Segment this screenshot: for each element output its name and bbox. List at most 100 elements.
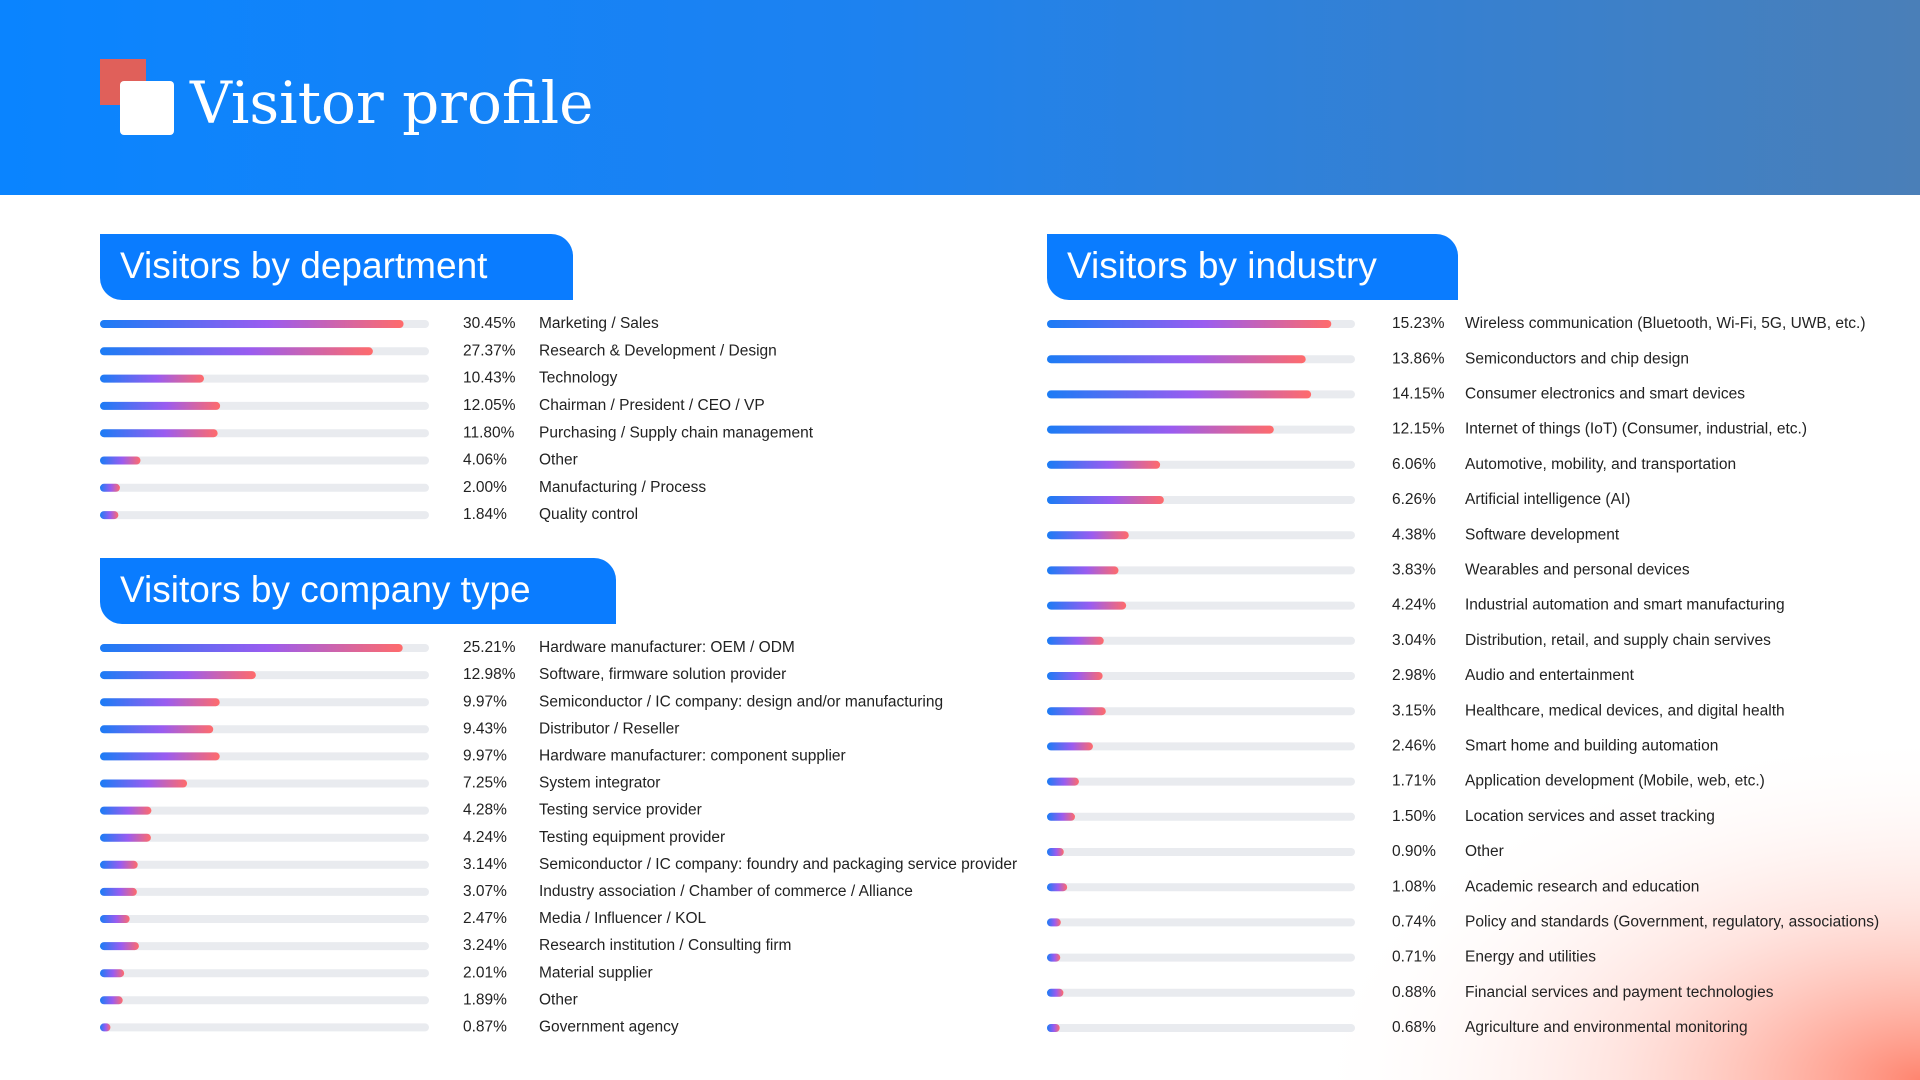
category-label: Chairman / President / CEO / VP <box>539 397 765 414</box>
value-label: 1.89% <box>463 991 507 1008</box>
bar <box>1047 672 1103 680</box>
section-title-box <box>100 234 573 300</box>
logo-front <box>120 81 174 135</box>
category-label: Distribution, retail, and supply chain s… <box>1465 632 1771 649</box>
bar-track <box>1047 848 1355 856</box>
category-label: Other <box>539 452 578 469</box>
value-label: 1.08% <box>1392 878 1436 895</box>
value-label: 4.28% <box>463 802 507 819</box>
bar-track <box>100 483 429 492</box>
value-label: 7.25% <box>463 775 507 792</box>
bar <box>100 779 188 788</box>
category-label: Artificial intelligence (AI) <box>1465 491 1630 508</box>
category-label: Manufacturing / Process <box>539 479 706 496</box>
bar <box>1047 496 1164 504</box>
section-title: Visitors by company type <box>120 569 531 610</box>
section-title-box <box>100 558 616 624</box>
value-label: 3.83% <box>1392 561 1436 578</box>
bar-track <box>100 456 429 465</box>
value-label: 15.23% <box>1392 315 1445 332</box>
category-label: Consumer electronics and smart devices <box>1465 385 1745 402</box>
category-label: Software, firmware solution provider <box>539 666 786 683</box>
value-label: 13.86% <box>1392 350 1445 367</box>
category-label: Automotive, mobility, and transportation <box>1465 456 1736 473</box>
category-label: Government agency <box>539 1018 679 1035</box>
category-label: Other <box>1465 843 1504 860</box>
category-label: Academic research and education <box>1465 878 1699 895</box>
section-title: Visitors by industry <box>1067 245 1377 286</box>
value-label: 14.15% <box>1392 385 1445 402</box>
bar <box>1047 848 1064 856</box>
bar-track <box>100 942 429 951</box>
category-label: Industry association / Chamber of commer… <box>539 883 913 900</box>
category-label: Technology <box>539 370 618 387</box>
value-label: 0.87% <box>463 1018 507 1035</box>
bar-track <box>1047 672 1355 680</box>
value-label: 3.15% <box>1392 702 1436 719</box>
bar-track <box>100 1023 429 1032</box>
value-label: 27.37% <box>463 342 516 359</box>
value-label: 4.24% <box>463 829 507 846</box>
bar <box>100 374 204 383</box>
category-label: System integrator <box>539 775 660 792</box>
bar <box>100 511 119 520</box>
bar <box>1047 425 1274 434</box>
bar <box>100 320 404 328</box>
value-label: 4.06% <box>463 452 507 469</box>
bar-track <box>1047 566 1355 575</box>
bar <box>1047 918 1061 927</box>
category-label: Smart home and building automation <box>1465 737 1718 754</box>
value-label: 2.46% <box>1392 737 1436 754</box>
category-label: Quality control <box>539 506 638 523</box>
value-label: 12.98% <box>463 666 516 683</box>
category-label: Research institution / Consulting firm <box>539 937 791 954</box>
category-label: Semiconductors and chip design <box>1465 350 1689 367</box>
bar-track <box>1047 918 1355 927</box>
category-label: Hardware manufacturer: component supplie… <box>539 747 846 764</box>
value-label: 0.68% <box>1392 1019 1436 1036</box>
section-title: Visitors by department <box>120 245 488 286</box>
bar-track <box>100 833 429 842</box>
value-label: 1.50% <box>1392 808 1436 825</box>
value-label: 2.47% <box>463 910 507 927</box>
bar <box>100 996 123 1005</box>
bar <box>100 969 125 978</box>
bar-track <box>1047 988 1355 997</box>
value-label: 6.26% <box>1392 491 1436 508</box>
value-label: 1.84% <box>463 506 507 523</box>
category-label: Other <box>539 991 578 1008</box>
bar <box>1047 812 1075 821</box>
bar <box>1047 953 1061 962</box>
bar-track <box>100 806 429 815</box>
category-label: Distributor / Reseller <box>539 720 679 737</box>
bar-track <box>1047 1024 1355 1032</box>
value-label: 9.43% <box>463 720 507 737</box>
bar <box>1047 988 1064 997</box>
category-label: Policy and standards (Government, regula… <box>1465 913 1879 930</box>
value-label: 4.24% <box>1392 597 1436 614</box>
category-label: Financial services and payment technolog… <box>1465 984 1774 1001</box>
value-label: 11.80% <box>463 424 515 441</box>
bar-track <box>1047 883 1355 892</box>
value-label: 0.71% <box>1392 949 1436 966</box>
bar <box>1047 390 1312 399</box>
bar <box>1047 531 1129 540</box>
page-title: Visitor profile <box>189 69 593 137</box>
value-label: 6.06% <box>1392 456 1436 473</box>
bar <box>100 1023 111 1032</box>
bar-track <box>100 969 429 978</box>
bar-track <box>1047 742 1355 751</box>
category-label: Hardware manufacturer: OEM / ODM <box>539 639 795 656</box>
value-label: 2.98% <box>1392 667 1436 684</box>
value-label: 12.05% <box>463 397 516 414</box>
value-label: 2.00% <box>463 479 507 496</box>
bar-track <box>1047 777 1355 786</box>
category-label: Material supplier <box>539 964 653 981</box>
bar <box>100 456 141 465</box>
bar <box>100 644 403 652</box>
category-label: Location services and asset tracking <box>1465 808 1715 825</box>
bar <box>1047 707 1106 716</box>
value-label: 3.07% <box>463 883 507 900</box>
category-label: Energy and utilities <box>1465 949 1596 966</box>
value-label: 4.38% <box>1392 526 1436 543</box>
